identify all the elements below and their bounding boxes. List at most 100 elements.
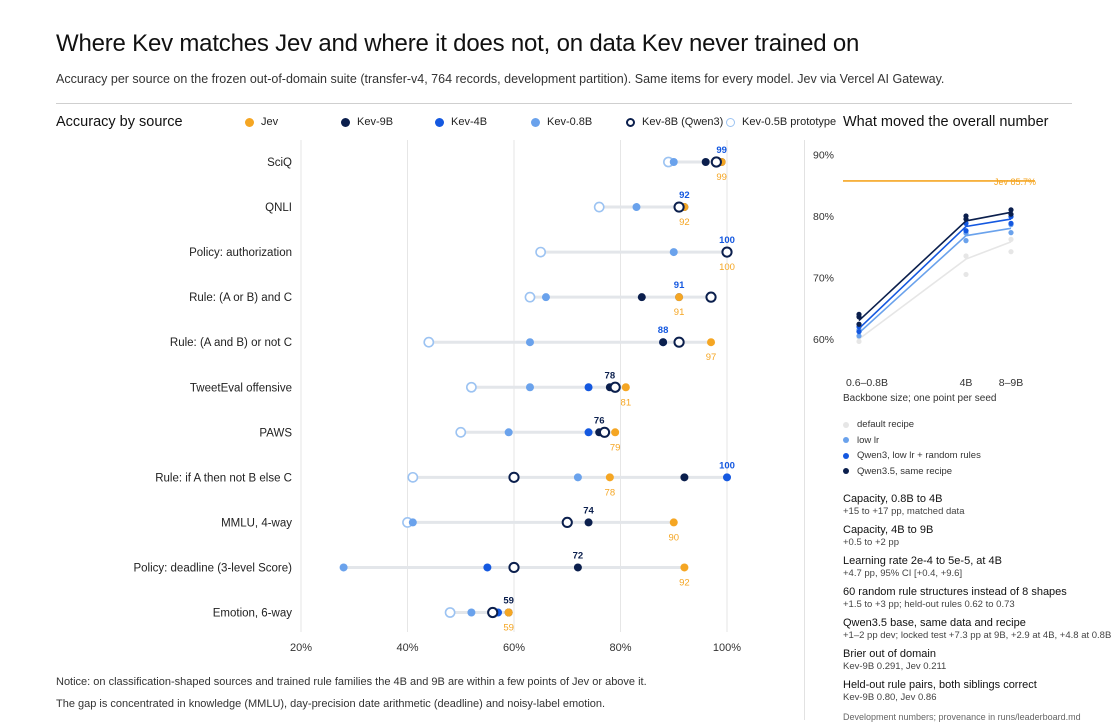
legend-label-kev05b: Kev-0.5B prototype xyxy=(742,116,837,128)
series-point xyxy=(1008,230,1014,236)
point-jev xyxy=(621,383,630,392)
moved-item-label: 60 random rule structures instead of 8 s… xyxy=(843,586,1067,598)
line-chart-legend: default recipe low lr Qwen3, low lr + ra… xyxy=(843,417,981,479)
value-label-jev: 79 xyxy=(610,442,621,453)
category-label: Policy: deadline (3-level Score) xyxy=(133,562,292,574)
moved-item-label: Held-out rule pairs, both siblings corre… xyxy=(843,679,1037,691)
x-tick-label: 100% xyxy=(713,642,741,654)
category-label: Emotion, 6-way xyxy=(213,608,293,620)
legend-item-kev08b: Kev-0.8B xyxy=(531,116,592,128)
moved-item-detail: Kev-9B 0.291, Jev 0.211 xyxy=(843,661,947,672)
moved-item-detail: +0.5 to +2 pp xyxy=(843,537,899,548)
point-kev8b xyxy=(673,201,685,213)
point-kev08b xyxy=(504,428,513,437)
point-kev08b xyxy=(669,248,678,257)
legend-dot-default-recipe xyxy=(843,421,849,428)
point-jev xyxy=(669,518,678,527)
point-kev05b xyxy=(524,291,536,303)
value-label-jev: 100 xyxy=(719,262,735,273)
moved-item: Capacity, 4B to 9B +0.5 to +2 pp xyxy=(843,523,1117,549)
series-point xyxy=(963,238,969,244)
value-label-top: 72 xyxy=(573,550,584,561)
point-kev9b xyxy=(701,158,710,166)
series-point xyxy=(963,253,969,259)
y-tick-label: 90% xyxy=(813,150,834,162)
moved-item-detail: +1.5 to +3 pp; held-out rules 0.62 to 0.… xyxy=(843,599,1015,610)
series-line xyxy=(858,211,1012,322)
point-kev9b xyxy=(637,293,646,302)
series-point xyxy=(963,213,969,219)
legend-label-jev: Jev xyxy=(261,116,279,128)
category-label: Policy: authorization xyxy=(189,247,292,259)
value-label-top: 76 xyxy=(594,415,605,426)
series-point xyxy=(1008,249,1014,255)
point-kev8b xyxy=(721,246,733,258)
point-kev08b xyxy=(525,383,534,392)
series-point xyxy=(856,311,862,317)
category-label: PAWS xyxy=(259,427,292,439)
value-label-jev: 91 xyxy=(674,307,685,318)
moved-item-detail: Kev-9B 0.80, Jev 0.86 xyxy=(843,692,937,703)
moved-item: Learning rate 2e-4 to 5e-5, at 4B +4.7 p… xyxy=(843,554,1117,580)
point-jev xyxy=(504,608,513,617)
series-point xyxy=(963,228,969,234)
legend-swatch-kev05b xyxy=(726,117,735,127)
accuracy-dot-plot: 20% 40% 60% 80% 100% SciQ 99 99 QNLI 92 92 Policy: … xyxy=(133,140,741,654)
value-label-jev: 78 xyxy=(605,487,616,498)
moved-item-detail: +1–2 pp dev; locked test +7.3 pp at 9B, … xyxy=(843,630,1112,641)
moved-item-label: Capacity, 4B to 9B xyxy=(843,524,934,536)
value-label-jev: 97 xyxy=(706,352,717,363)
point-kev08b xyxy=(541,293,550,302)
legend-label-kev8b: Kev-8B (Qwen3) xyxy=(642,116,724,128)
series-line xyxy=(858,241,1012,340)
value-label-top: 100 xyxy=(719,235,735,246)
point-kev8b xyxy=(710,156,722,168)
category-label: Rule: (A and B) or not C xyxy=(170,337,292,349)
point-kev8b xyxy=(487,606,499,619)
value-label-top: 74 xyxy=(583,505,594,516)
value-label-jev: 92 xyxy=(679,577,690,588)
value-label-top: 91 xyxy=(674,280,685,291)
series-point xyxy=(1008,236,1014,242)
category-label: TweetEval offensive xyxy=(190,382,292,394)
x-tick-label: 20% xyxy=(290,642,312,654)
point-kev8b xyxy=(508,471,520,483)
moved-item-label: Qwen3.5 base, same data and recipe xyxy=(843,617,1026,629)
legend-label-kev4b: Kev-4B xyxy=(451,116,488,128)
legend-label-default-recipe: default recipe xyxy=(857,419,915,431)
header-divider xyxy=(56,103,1072,104)
category-label: SciQ xyxy=(267,157,292,169)
series-point xyxy=(856,338,862,345)
series-point xyxy=(1008,211,1014,217)
legend-item-kev05b: Kev-0.5B prototype xyxy=(726,116,836,128)
legend-label-kev08b: Kev-0.8B xyxy=(547,116,593,128)
value-label-top: 59 xyxy=(503,596,514,607)
point-kev05b xyxy=(593,201,605,213)
line-chart-xlabel: Backbone size; one point per seed xyxy=(843,393,997,404)
series-line xyxy=(858,227,1012,334)
point-kev8b xyxy=(705,291,717,303)
legend-swatch-kev4b xyxy=(435,117,444,127)
point-kev08b xyxy=(467,608,476,617)
point-kev9b xyxy=(573,563,582,572)
point-kev8b xyxy=(508,561,520,574)
point-kev08b xyxy=(525,338,534,347)
point-jev xyxy=(680,563,689,572)
moved-item: 60 random rule structures instead of 8 s… xyxy=(843,585,1117,611)
point-jev xyxy=(675,293,684,302)
legend-item-kev4b: Kev-4B xyxy=(435,116,487,128)
value-label-top: 92 xyxy=(679,190,690,201)
value-label-jev: 90 xyxy=(668,532,679,543)
series-point xyxy=(1008,207,1014,213)
y-tick-label: 70% xyxy=(813,273,834,285)
legend-label-qwen35: Qwen3.5, same recipe xyxy=(857,465,953,477)
legend-swatch-kev08b xyxy=(531,117,540,127)
series-point xyxy=(856,321,862,327)
point-kev05b xyxy=(407,471,419,483)
legend-label-low-lr: low lr xyxy=(857,434,880,446)
moved-item-label: Capacity, 0.8B to 4B xyxy=(843,493,943,505)
moved-item: Held-out rule pairs, both siblings corre… xyxy=(843,678,1117,704)
right-section-title: What moved the overall number xyxy=(843,114,1049,130)
series-point xyxy=(1008,220,1014,226)
category-label: Rule: (A or B) and C xyxy=(189,292,292,304)
